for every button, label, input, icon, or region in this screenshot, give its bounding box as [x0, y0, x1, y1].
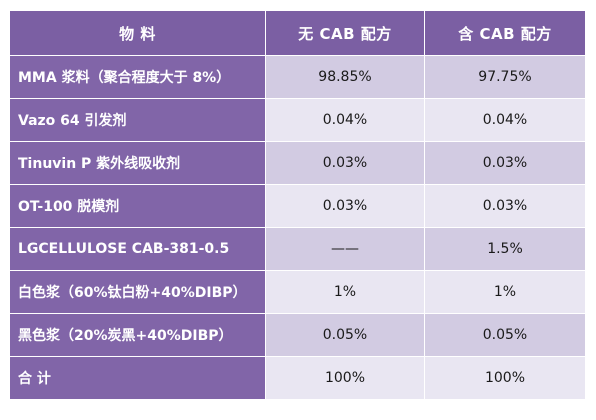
- table-row: 黑色浆（20%炭黑+40%DIBP） 0.05% 0.05%: [9, 313, 586, 357]
- total-with-cab-cell: 100%: [424, 356, 586, 400]
- table-row: 合 计 100% 100%: [9, 356, 586, 400]
- total-label-cell: 合 计: [9, 356, 266, 400]
- material-cell: OT-100 脱模剂: [9, 184, 266, 228]
- with-cab-cell: 1.5%: [424, 227, 586, 271]
- without-cab-cell: 1%: [265, 270, 425, 314]
- with-cab-cell: 0.03%: [424, 184, 586, 228]
- table-row: Vazo 64 引发剂 0.04% 0.04%: [9, 98, 586, 142]
- without-cab-cell: ——: [265, 227, 425, 271]
- without-cab-cell: 0.03%: [265, 141, 425, 185]
- header-material: 物 料: [9, 10, 266, 56]
- material-cell: MMA 浆料（聚合程度大于 8%）: [9, 55, 266, 99]
- table-row: 白色浆（60%钛白粉+40%DIBP） 1% 1%: [9, 270, 586, 314]
- material-cell: LGCELLULOSE CAB-381-0.5: [9, 227, 266, 271]
- table-row: Tinuvin P 紫外线吸收剂 0.03% 0.03%: [9, 141, 586, 185]
- without-cab-cell: 0.04%: [265, 98, 425, 142]
- material-cell: Tinuvin P 紫外线吸收剂: [9, 141, 266, 185]
- with-cab-cell: 0.04%: [424, 98, 586, 142]
- with-cab-cell: 1%: [424, 270, 586, 314]
- with-cab-cell: 0.03%: [424, 141, 586, 185]
- with-cab-cell: 0.05%: [424, 313, 586, 357]
- formula-table-container: 物 料 无 CAB 配方 含 CAB 配方 MMA 浆料（聚合程度大于 8%） …: [9, 10, 586, 400]
- without-cab-cell: 0.05%: [265, 313, 425, 357]
- without-cab-cell: 0.03%: [265, 184, 425, 228]
- header-without-cab: 无 CAB 配方: [265, 10, 425, 56]
- material-cell: 白色浆（60%钛白粉+40%DIBP）: [9, 270, 266, 314]
- table-header-row: 物 料 无 CAB 配方 含 CAB 配方: [9, 10, 586, 56]
- table-row: MMA 浆料（聚合程度大于 8%） 98.85% 97.75%: [9, 55, 586, 99]
- table-row: LGCELLULOSE CAB-381-0.5 —— 1.5%: [9, 227, 586, 271]
- table-row: OT-100 脱模剂 0.03% 0.03%: [9, 184, 586, 228]
- total-without-cab-cell: 100%: [265, 356, 425, 400]
- formula-table: 物 料 无 CAB 配方 含 CAB 配方 MMA 浆料（聚合程度大于 8%） …: [9, 10, 586, 400]
- material-cell: 黑色浆（20%炭黑+40%DIBP）: [9, 313, 266, 357]
- with-cab-cell: 97.75%: [424, 55, 586, 99]
- material-cell: Vazo 64 引发剂: [9, 98, 266, 142]
- header-with-cab: 含 CAB 配方: [424, 10, 586, 56]
- without-cab-cell: 98.85%: [265, 55, 425, 99]
